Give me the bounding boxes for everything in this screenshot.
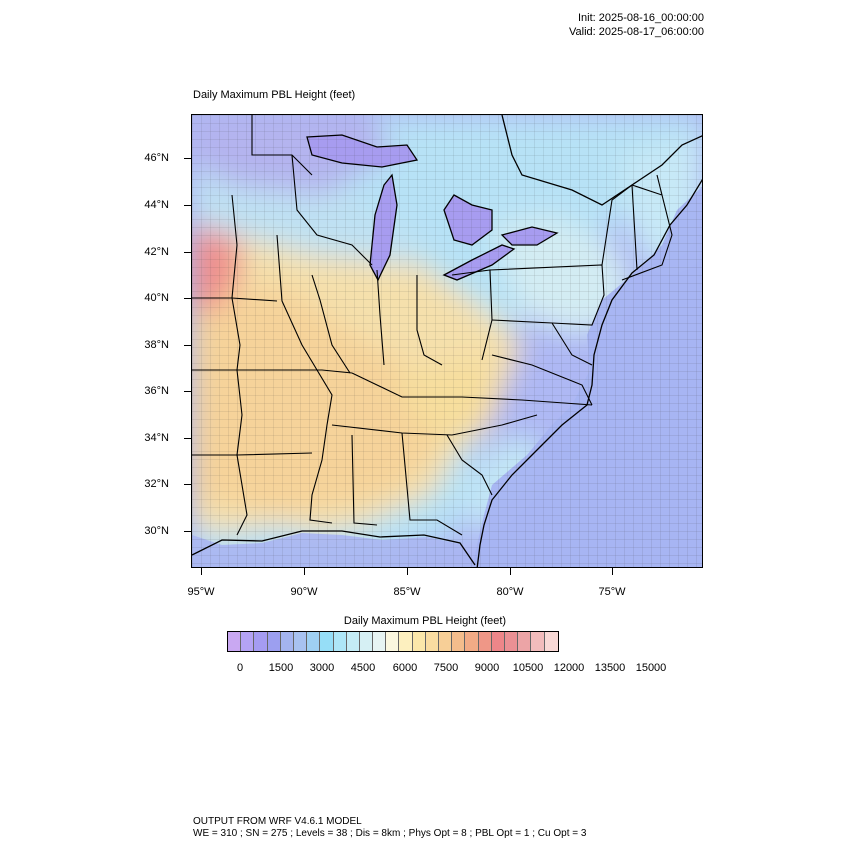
colorbar-tick-label: 4500 <box>350 662 376 674</box>
colorbar-segment <box>307 632 321 651</box>
latitude-tick <box>184 438 191 439</box>
colorbar-segment <box>478 632 492 651</box>
colorbar-segment <box>491 632 505 651</box>
plot-title: Daily Maximum PBL Height (feet) <box>193 89 356 101</box>
colorbar-segment <box>346 632 360 651</box>
colorbar-tick-label: 7500 <box>433 662 459 674</box>
colorbar-tick-label: 13500 <box>594 662 626 674</box>
colorbar-segment <box>320 632 334 651</box>
valid-time-label: Valid: 2025-08-17_06:00:00 <box>569 26 704 38</box>
colorbar-segment <box>412 632 426 651</box>
colorbar-segment <box>452 632 466 651</box>
colorbar-segment <box>386 632 400 651</box>
latitude-label: 30°N <box>144 525 169 537</box>
colorbar <box>227 631 559 652</box>
longitude-label: 80°W <box>496 586 524 598</box>
latitude-label: 32°N <box>144 478 169 490</box>
latitude-label: 38°N <box>144 339 169 351</box>
colorbar-tick-label: 1500 <box>268 662 294 674</box>
colorbar-segment <box>280 632 294 651</box>
colorbar-tick-label: 15000 <box>635 662 667 674</box>
latitude-tick <box>184 158 191 159</box>
latitude-label: 34°N <box>144 432 169 444</box>
longitude-tick <box>510 568 511 575</box>
longitude-tick <box>304 568 305 575</box>
coastlines <box>192 115 702 567</box>
colorbar-tick-label: 0 <box>236 662 244 674</box>
longitude-label: 75°W <box>598 586 626 598</box>
colorbar-title: Daily Maximum PBL Height (feet) <box>343 615 507 627</box>
colorbar-tick-label: 12000 <box>553 662 585 674</box>
latitude-tick <box>184 252 191 253</box>
colorbar-tick-label: 10500 <box>512 662 544 674</box>
longitude-tick <box>407 568 408 575</box>
longitude-tick <box>201 568 202 575</box>
latitude-tick <box>184 531 191 532</box>
colorbar-segment <box>399 632 413 651</box>
colorbar-segment <box>373 632 387 651</box>
latitude-label: 46°N <box>144 152 169 164</box>
longitude-label: 95°W <box>187 586 215 598</box>
colorbar-segment <box>359 632 374 651</box>
colorbar-segment <box>465 632 479 651</box>
colorbar-segment <box>333 632 347 651</box>
latitude-tick <box>184 484 191 485</box>
colorbar-segment <box>293 632 308 651</box>
latitude-tick <box>184 298 191 299</box>
latitude-label: 40°N <box>144 292 169 304</box>
longitude-label: 85°W <box>393 586 421 598</box>
colorbar-segment <box>425 632 439 651</box>
longitude-tick <box>612 568 613 575</box>
colorbar-segment <box>267 632 281 651</box>
map-plot-area <box>191 114 703 568</box>
model-info-line2: WE = 310 ; SN = 275 ; Levels = 38 ; Dis … <box>193 828 587 839</box>
colorbar-segment <box>241 632 255 651</box>
pbl-height-map <box>192 115 702 567</box>
colorbar-tick-label: 9000 <box>474 662 500 674</box>
county-boundaries <box>192 115 702 567</box>
colorbar-segment <box>439 632 453 651</box>
state-boundaries <box>192 115 673 536</box>
colorbar-segment <box>544 632 558 651</box>
colorbar-segment <box>254 632 268 651</box>
longitude-label: 90°W <box>290 586 318 598</box>
latitude-tick <box>184 391 191 392</box>
colorbar-segment <box>518 632 532 651</box>
colorbar-segment <box>504 632 519 651</box>
latitude-label: 42°N <box>144 246 169 258</box>
latitude-label: 36°N <box>144 385 169 397</box>
colorbar-segment <box>531 632 545 651</box>
latitude-tick <box>184 345 191 346</box>
latitude-tick <box>184 205 191 206</box>
colorbar-tick-label: 3000 <box>309 662 335 674</box>
colorbar-segment <box>228 632 242 651</box>
model-info-line1: OUTPUT FROM WRF V4.6.1 MODEL <box>193 816 362 827</box>
colorbar-tick-label: 6000 <box>392 662 418 674</box>
latitude-label: 44°N <box>144 199 169 211</box>
init-time-label: Init: 2025-08-16_00:00:00 <box>578 12 704 24</box>
